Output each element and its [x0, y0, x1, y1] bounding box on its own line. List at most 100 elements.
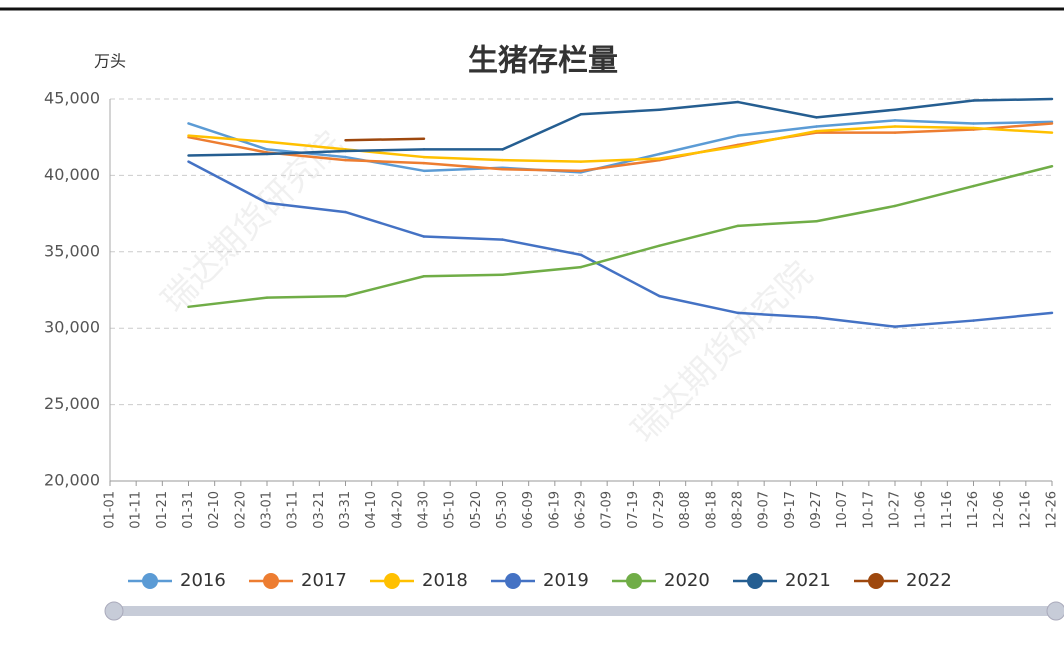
legend-label: 2016: [180, 570, 226, 591]
line-segment: [344, 155, 426, 173]
x-tick-label: 10-07: [835, 491, 850, 529]
line-segment: [736, 129, 818, 148]
line-segment: [344, 274, 426, 298]
zoom-slider[interactable]: [110, 606, 1056, 616]
line-segment: [265, 140, 347, 151]
legend-marker: [505, 573, 521, 589]
x-tick-label: 10-17: [861, 491, 876, 529]
x-tick-label: 11-26: [966, 491, 981, 529]
legend-label: 2017: [301, 570, 347, 591]
legend-marker: [263, 573, 279, 589]
line-segment: [736, 219, 818, 228]
y-tick-label: 30,000: [44, 318, 100, 337]
line-segment: [658, 294, 740, 315]
line-segment: [501, 238, 583, 257]
x-tick-label: 01-01: [103, 491, 118, 529]
line-segment: [815, 108, 897, 119]
line-segment: [187, 152, 269, 157]
x-tick-label: 01-31: [181, 491, 196, 529]
line-segment: [658, 145, 740, 160]
x-tick-label: 05-20: [469, 491, 484, 529]
line-segment: [344, 210, 426, 238]
x-tick-label: 07-29: [652, 491, 667, 529]
y-tick-label: 35,000: [44, 241, 100, 260]
line-segment: [579, 158, 661, 173]
line-segment: [893, 128, 975, 134]
line-segment: [187, 134, 269, 144]
y-tick-label: 20,000: [44, 471, 100, 490]
x-tick-label: 07-09: [600, 491, 615, 529]
x-tick-label: 04-20: [390, 491, 405, 529]
line-segment: [187, 160, 269, 205]
x-tick-label: 08-18: [704, 491, 719, 529]
line-segment: [187, 122, 269, 151]
line-segment: [972, 164, 1054, 188]
line-segment: [579, 157, 661, 163]
line-segment: [815, 316, 897, 328]
line-segment: [579, 244, 661, 269]
line-segment: [265, 294, 347, 299]
line-segment: [972, 120, 1054, 125]
line-segment: [501, 113, 583, 151]
x-tick-label: 04-10: [364, 491, 379, 529]
legend-marker: [868, 573, 884, 589]
x-tick-label: 03-11: [286, 491, 301, 529]
x-tick-label: 08-28: [731, 491, 746, 529]
x-tick-label: 02-10: [207, 491, 222, 529]
line-segment: [815, 125, 897, 133]
y-axis-unit: 万头: [94, 52, 126, 71]
y-tick-label: 25,000: [44, 394, 100, 413]
slider-handle[interactable]: [104, 601, 124, 621]
line-segment: [972, 97, 1054, 102]
line-segment: [972, 126, 1054, 134]
line-segment: [187, 135, 269, 154]
watermark: 瑞达期货研究院: [624, 254, 821, 451]
line-segment: [501, 265, 583, 276]
x-tick-label: 11-06: [914, 491, 929, 529]
x-tick-label: 09-27: [809, 491, 824, 529]
x-tick-label: 09-17: [783, 491, 798, 529]
line-segment: [265, 149, 347, 156]
y-tick-label: 45,000: [44, 89, 100, 108]
x-tick-label: 12-06: [992, 491, 1007, 529]
legend-label: 2019: [543, 570, 589, 591]
legend-marker: [747, 573, 763, 589]
line-segment: [579, 253, 661, 298]
line-segment: [344, 148, 426, 153]
x-tick-label: 10-27: [888, 491, 903, 529]
line-segment: [501, 168, 583, 173]
line-segment: [344, 137, 426, 142]
line-segment: [501, 158, 583, 163]
line-segment: [422, 155, 504, 162]
x-tick-label: 06-19: [547, 491, 562, 529]
x-tick-label: 12-26: [1045, 491, 1060, 529]
x-tick-label: 01-21: [155, 491, 170, 529]
line-segment: [579, 108, 661, 116]
legend-marker: [384, 573, 400, 589]
y-tick-label: 40,000: [44, 165, 100, 184]
legend-label: 2021: [785, 570, 831, 591]
x-tick-label: 12-16: [1018, 491, 1033, 529]
legend-marker: [142, 573, 158, 589]
x-tick-label: 08-08: [678, 491, 693, 529]
legend-marker: [626, 573, 642, 589]
legend-label: 2020: [664, 570, 710, 591]
x-tick-label: 02-20: [233, 491, 248, 529]
legend-label: 2022: [906, 570, 952, 591]
x-tick-label: 09-07: [757, 491, 772, 529]
x-tick-label: 04-30: [417, 491, 432, 529]
x-tick-label: 06-09: [521, 491, 536, 529]
x-tick-label: 05-10: [443, 491, 458, 529]
line-segment: [422, 235, 504, 241]
line-segment: [893, 99, 975, 111]
slider-handle[interactable]: [1046, 601, 1064, 621]
line-segment: [658, 100, 740, 111]
legend-label: 2018: [422, 570, 468, 591]
line-segment: [893, 119, 975, 125]
x-tick-label: 01-11: [129, 491, 144, 529]
x-tick-label: 05-30: [495, 491, 510, 529]
chart-title: 生猪存栏量: [468, 44, 618, 79]
x-tick-label: 07-19: [626, 491, 641, 529]
